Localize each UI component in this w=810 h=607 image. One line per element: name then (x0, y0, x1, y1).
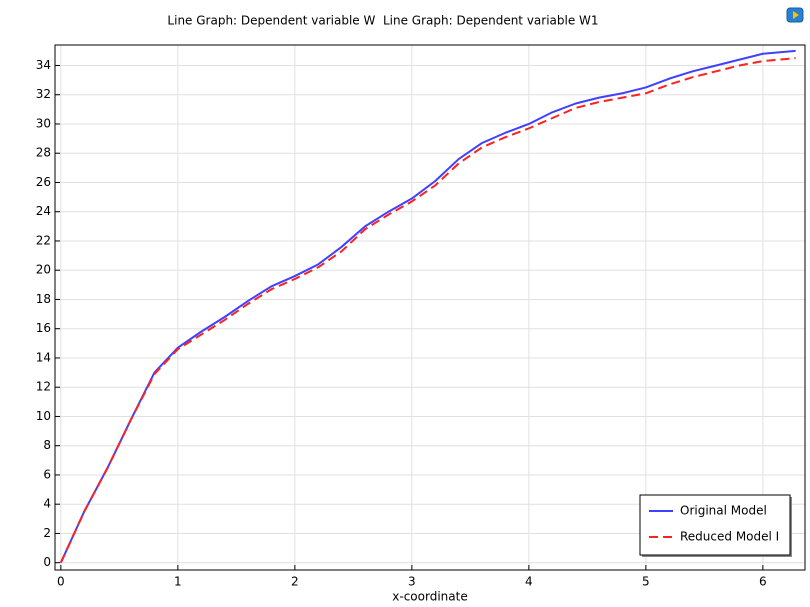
x-tick-label: 3 (408, 575, 416, 589)
y-tick-label: 14 (36, 350, 51, 364)
toolbar-icon[interactable] (786, 7, 804, 23)
y-tick-label: 28 (36, 146, 51, 160)
y-tick-label: 6 (43, 467, 51, 481)
y-tick-label: 30 (36, 116, 51, 130)
chart-title: Line Graph: Dependent variable W Line Gr… (167, 14, 598, 28)
y-tick-label: 8 (43, 438, 51, 452)
y-tick-label: 24 (36, 204, 51, 218)
y-tick-label: 20 (36, 263, 51, 277)
x-tick-label: 0 (57, 575, 65, 589)
y-tick-label: 26 (36, 175, 51, 189)
legend: Original Model Reduced Model I (639, 494, 792, 557)
x-tick-label: 4 (525, 575, 533, 589)
y-tick-label: 34 (36, 58, 51, 72)
x-axis-label: x-coordinate (392, 590, 467, 604)
y-tick-label: 4 (43, 497, 51, 511)
data-line (59, 49, 796, 564)
legend-box (639, 494, 791, 556)
y-tick-label: 18 (36, 292, 51, 306)
legend-label: Original Model (680, 504, 767, 518)
x-tick-label: 5 (642, 575, 650, 589)
x-tick-label: 2 (291, 575, 299, 589)
y-tick-label: 0 (43, 555, 51, 569)
y-tick-label: 2 (43, 526, 51, 540)
data-line (59, 57, 796, 564)
x-tick-label: 1 (174, 575, 182, 589)
y-tick-label: 12 (36, 380, 51, 394)
y-tick-label: 32 (36, 87, 51, 101)
plot-frame (54, 44, 806, 571)
x-tick-label: 6 (759, 575, 767, 589)
legend-label: Reduced Model I (680, 530, 779, 544)
y-tick-label: 10 (36, 409, 51, 423)
y-tick-label: 16 (36, 321, 51, 335)
y-tick-label: 22 (36, 233, 51, 247)
